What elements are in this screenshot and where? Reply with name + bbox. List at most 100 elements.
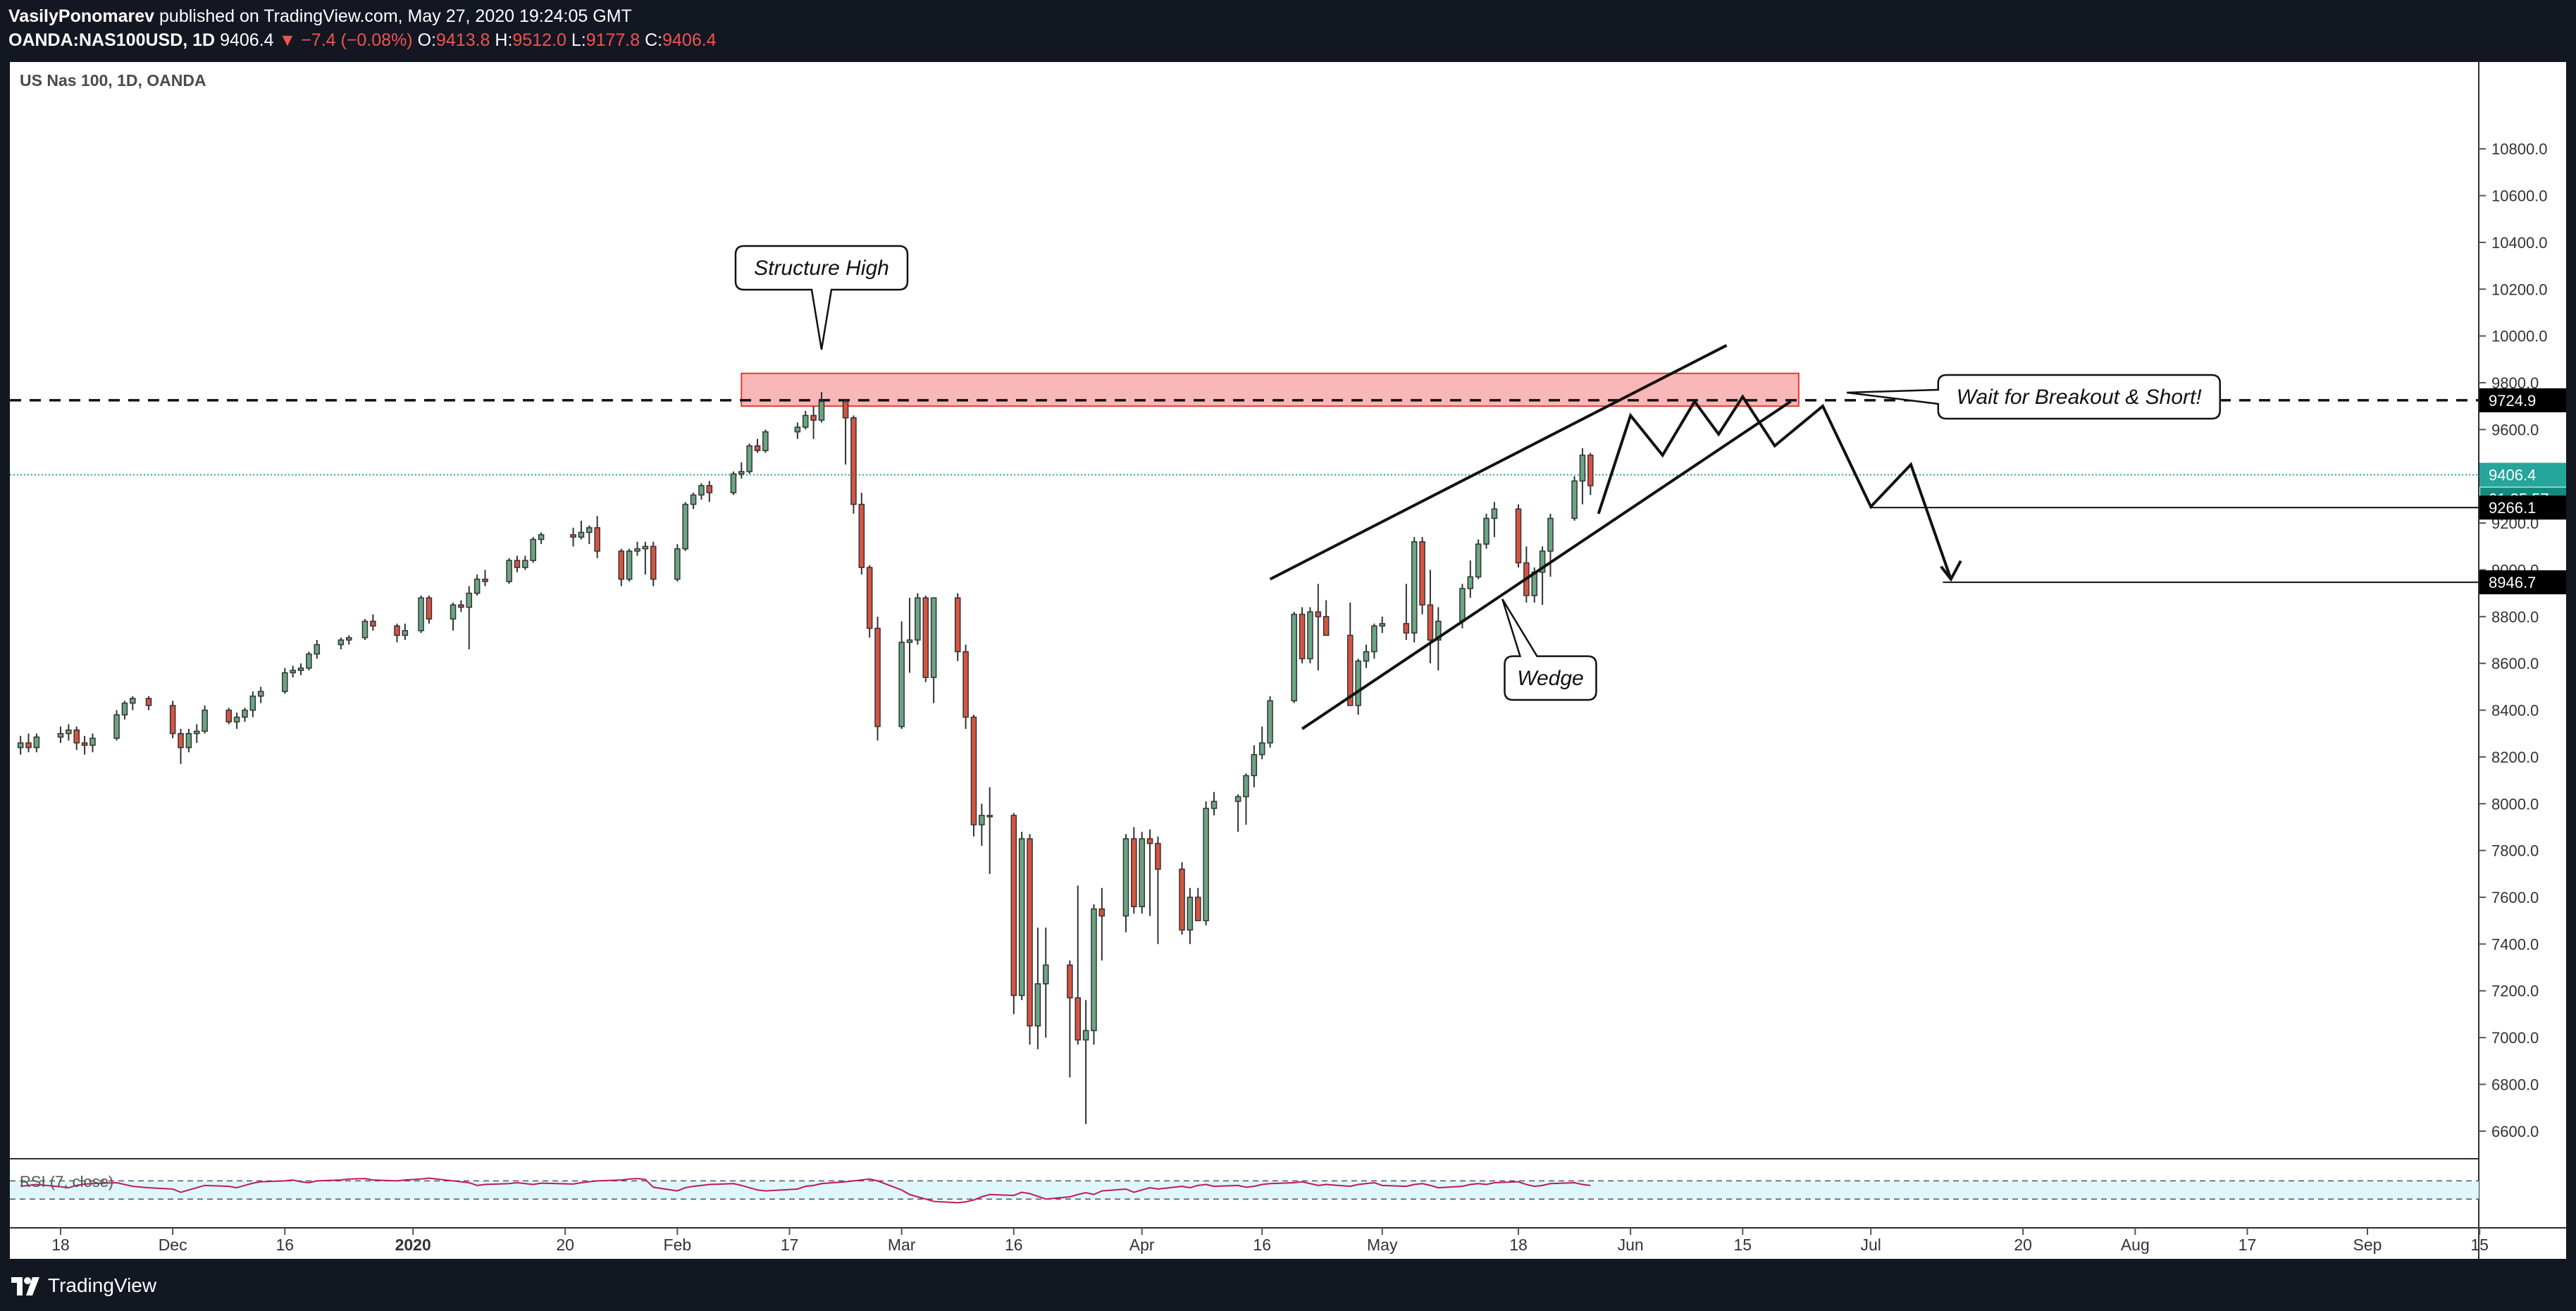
time-tick-label: Sep <box>2353 1236 2382 1254</box>
candle-body <box>1379 623 1386 627</box>
candle-body <box>17 742 24 749</box>
price-tick-label: 10400.0 <box>2491 234 2548 252</box>
candle-body <box>1234 796 1241 802</box>
candle-body <box>466 592 473 608</box>
candle-body <box>970 716 977 825</box>
candle-body <box>1459 588 1466 622</box>
price-tick-label: 7200.0 <box>2491 983 2539 1000</box>
level-price-label-bg <box>2479 388 2567 412</box>
candle-body <box>1571 480 1578 519</box>
tradingview-brand[interactable]: TradingView <box>48 1274 157 1296</box>
breakout-callout-bubble <box>1846 374 2221 420</box>
candle-body <box>1539 550 1546 573</box>
grid <box>10 62 2566 1259</box>
time-tick-label: 17 <box>2238 1236 2257 1254</box>
time-tick-label: Jul <box>1860 1236 1881 1254</box>
price-tick-label: 6600.0 <box>2491 1123 2539 1140</box>
time-tick-label: 2020 <box>395 1236 431 1254</box>
chart-area[interactable]: RSI (7, close) Structure High Wedge Wait f… <box>10 62 2567 1259</box>
candle-body <box>1547 517 1554 552</box>
symbol-name: OANDA:NAS100USD, 1D <box>8 30 216 50</box>
candle-body <box>370 620 376 627</box>
candle-body <box>1243 775 1249 798</box>
tradingview-logo-icon <box>11 1277 39 1295</box>
candle-body <box>145 698 152 706</box>
candle-body <box>345 636 352 641</box>
candle-body <box>297 667 304 671</box>
symbol-line: OANDA:NAS100USD, 1D 9406.4 ▼ −7.4 (−0.08… <box>8 28 717 52</box>
candle-body <box>1018 838 1025 997</box>
candle-body <box>1210 801 1218 809</box>
price-tick-label: 9600.0 <box>2491 421 2539 438</box>
candle-body <box>506 560 512 582</box>
low-label: L: <box>571 30 586 50</box>
candle-body <box>842 400 849 419</box>
candle-body <box>402 629 409 636</box>
candle-body <box>754 445 761 451</box>
current-price-label: 9406.4 <box>2489 467 2536 484</box>
candle-body <box>1475 543 1482 578</box>
candle-body <box>73 730 80 744</box>
price-chart[interactable]: RSI (7, close) Structure High Wedge Wait f… <box>10 62 2567 1259</box>
candle-body <box>514 560 521 568</box>
wedge-lower-line <box>1301 400 1792 730</box>
candle-body <box>986 815 993 818</box>
candle-body <box>130 698 136 704</box>
candle-body <box>730 473 737 493</box>
open-value: 9413.8 <box>435 30 490 50</box>
candle-body <box>458 604 464 608</box>
candle-body <box>1467 576 1474 589</box>
price-tick-label: 8600.0 <box>2491 655 2539 672</box>
candle-body <box>1155 842 1161 870</box>
candle-body <box>922 597 929 678</box>
candle-body <box>874 627 881 727</box>
time-tick-label: Dec <box>159 1236 187 1254</box>
candle-body <box>634 548 640 552</box>
candle-body <box>338 639 345 646</box>
time-tick-label: 16 <box>1253 1236 1271 1254</box>
candle-body <box>1299 613 1306 660</box>
candle-body <box>25 742 32 749</box>
candle-body <box>794 426 801 433</box>
candle-body <box>930 597 937 678</box>
time-tick-label: 17 <box>781 1236 799 1254</box>
structure-high-callout-text: Structure High <box>754 257 889 280</box>
candle-body <box>738 471 745 475</box>
candle-body <box>1091 908 1097 1031</box>
candle-body <box>1346 634 1354 706</box>
candle-body <box>1187 897 1194 931</box>
candle-body <box>1179 868 1185 931</box>
candle-body <box>915 597 921 641</box>
structure-high-callout-bubble <box>734 245 909 350</box>
candle-body <box>1491 508 1498 519</box>
author-name[interactable]: VasilyPonomarev <box>8 6 155 26</box>
price-tick-label: 8800.0 <box>2491 608 2539 626</box>
published-text: published on TradingView.com, May 27, 20… <box>159 6 632 26</box>
candle-body <box>1435 620 1442 641</box>
candle-body <box>698 485 705 496</box>
candle-body <box>1515 508 1522 564</box>
candle-body <box>225 709 233 722</box>
time-tick-label: Mar <box>888 1236 916 1254</box>
candle-body <box>746 445 753 472</box>
candle-body <box>1251 753 1258 777</box>
candle-body <box>1194 897 1201 921</box>
candle-body <box>473 578 481 594</box>
candle-body <box>1139 838 1145 908</box>
candle-body <box>314 644 321 655</box>
time-tick-label: Apr <box>1129 1236 1155 1254</box>
candle-body <box>1042 964 1049 985</box>
candle-body <box>242 709 248 718</box>
candle-body <box>594 527 600 552</box>
price-tick-label: 7800.0 <box>2491 842 2539 860</box>
last-price: 9406.4 <box>220 30 274 50</box>
candle-body <box>1131 838 1137 908</box>
candle-body <box>690 494 697 505</box>
time-tick-label: 16 <box>1005 1236 1023 1254</box>
price-tick-label: 6800.0 <box>2491 1076 2539 1093</box>
candle-body <box>650 546 657 580</box>
time-tick-label: May <box>1367 1236 1398 1254</box>
candle-body <box>394 625 400 636</box>
target2-price-label-bg <box>2479 570 2567 595</box>
candle-body <box>810 414 817 421</box>
